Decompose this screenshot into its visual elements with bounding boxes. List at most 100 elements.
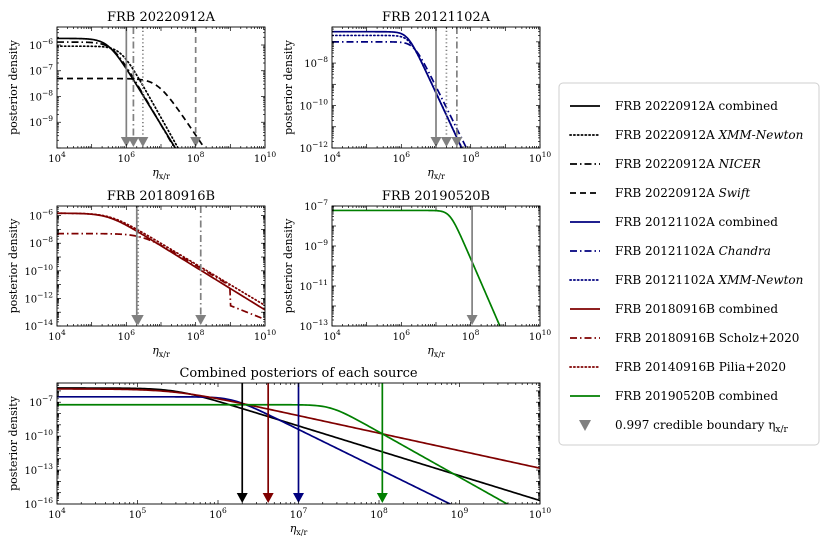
boundary-marker [293, 493, 304, 503]
y-tick-label: 10−8 [29, 88, 53, 103]
x-tick-label: 1010 [529, 150, 552, 165]
boundary-marker [430, 137, 442, 147]
panel-3: FRB 20190520B posterior density ηx/r 104 106… [282, 189, 551, 359]
legend-label: FRB 20121102A Chandra [615, 244, 771, 258]
x-tick-label: 106 [118, 150, 136, 165]
legend: FRB 20220912A combined FRB 20220912A XMM-… [558, 82, 820, 446]
series-line [57, 45, 180, 148]
legend-box [558, 82, 820, 446]
y-axis-label: posterior density [7, 218, 20, 314]
y-axis-label: posterior density [282, 39, 295, 135]
boundary-marker [127, 137, 139, 147]
x-tick-label: 106 [209, 506, 227, 521]
y-tick-label: 10−12 [24, 290, 53, 305]
x-tick-label: 1010 [529, 506, 552, 521]
panel-1: FRB 20121102A posterior density ηx/r 104 106… [282, 10, 552, 181]
y-tick-label: 10−7 [304, 198, 328, 213]
panel-4: Combined posteriors of each source poster… [7, 366, 551, 537]
panel-2: FRB 20180916B posterior density ηx/r 104 106… [7, 189, 276, 359]
series-line [332, 40, 468, 148]
y-tick-label: 10−12 [299, 140, 328, 155]
legend-label: FRB 20180916B combined [615, 302, 778, 316]
axes-frame [56, 205, 266, 327]
panel-title: FRB 20220912A [107, 10, 216, 25]
series-line [57, 232, 265, 321]
legend-label: FRB 20140916B Pilia+2020 [615, 360, 786, 374]
x-tick-label: 108 [187, 150, 205, 165]
legend-label: 0.997 credible boundary ηx/r [615, 418, 789, 435]
boundary-marker [466, 315, 478, 325]
y-tick-label: 10−11 [299, 278, 328, 293]
boundary-marker [440, 137, 452, 147]
y-axis-label: posterior density [7, 395, 20, 491]
boundary-marker [132, 315, 144, 325]
x-tick-label: 107 [290, 506, 308, 521]
legend-label: FRB 20121102A combined [615, 215, 778, 229]
x-tick-label: 108 [462, 150, 480, 165]
x-axis-label: ηx/r [427, 166, 445, 181]
y-tick-label: 10−16 [24, 496, 53, 511]
panel-title: Combined posteriors of each source [179, 366, 417, 381]
legend-label: FRB 20220912A Swift [615, 186, 750, 200]
y-tick-label: 10−9 [29, 114, 53, 129]
y-tick-label: 10−13 [299, 318, 328, 333]
y-tick-label: 10−7 [29, 394, 53, 409]
boundary-marker [195, 315, 207, 325]
y-tick-label: 10−8 [304, 55, 328, 70]
y-tick-label: 10−7 [29, 63, 53, 78]
y-tick-label: 10−8 [29, 235, 53, 250]
x-tick-label: 104 [48, 150, 66, 165]
panel-title: FRB 20180916B [107, 189, 215, 204]
y-tick-label: 10−10 [299, 98, 328, 113]
legend-label: FRB 20121102A XMM-Newton [615, 273, 803, 287]
x-tick-label: 108 [187, 328, 205, 343]
y-axis-label: posterior density [7, 39, 20, 135]
series-line [332, 30, 463, 148]
y-tick-label: 10−6 [29, 37, 53, 52]
boundary-marker [451, 137, 463, 147]
boundary-marker [376, 493, 388, 503]
legend-label: FRB 20220912A combined [615, 99, 778, 113]
legend-triangle-icon [579, 420, 591, 431]
boundary-marker [262, 493, 274, 503]
x-axis-label: ηx/r [152, 166, 170, 181]
x-tick-label: 104 [323, 328, 341, 343]
y-tick-label: 10−6 [29, 208, 53, 223]
series-line [57, 77, 206, 148]
series-line [57, 395, 453, 504]
series-line [332, 209, 501, 326]
y-tick-label: 10−9 [304, 238, 328, 253]
y-tick-label: 10−13 [24, 462, 53, 477]
x-tick-label: 106 [393, 328, 411, 343]
y-tick-label: 10−10 [24, 263, 53, 278]
legend-label: FRB 20180916B Scholz+2020 [615, 331, 799, 345]
x-tick-label: 106 [118, 328, 136, 343]
series-line [57, 37, 177, 148]
boundary-marker [236, 493, 248, 503]
panel-0: FRB 20220912A posterior density ηx/r 104 106… [7, 10, 277, 181]
x-tick-label: 1010 [254, 150, 277, 165]
axes-frame [331, 205, 541, 327]
series-line [57, 41, 176, 148]
x-tick-label: 1010 [254, 328, 277, 343]
x-tick-label: 109 [451, 506, 469, 521]
x-tick-label: 104 [48, 506, 66, 521]
series-line [57, 212, 265, 311]
boundary-marker [190, 137, 202, 147]
x-tick-label: 104 [323, 150, 341, 165]
x-tick-label: 108 [462, 328, 480, 343]
boundary-marker [137, 137, 149, 147]
x-tick-label: 108 [370, 506, 388, 521]
legend-label: FRB 20220912A XMM-Newton [615, 128, 803, 142]
x-axis-label: ηx/r [152, 344, 170, 359]
boundary-marker [120, 137, 132, 147]
legend-label: FRB 20190520B combined [615, 389, 778, 403]
y-tick-label: 10−10 [24, 428, 53, 443]
x-tick-label: 104 [48, 328, 66, 343]
x-axis-label: ηx/r [427, 344, 445, 359]
panel-title: FRB 20121102A [382, 10, 491, 25]
x-axis-label: ηx/r [290, 522, 308, 537]
y-tick-label: 10−14 [24, 318, 53, 333]
axes-frame [56, 26, 266, 149]
